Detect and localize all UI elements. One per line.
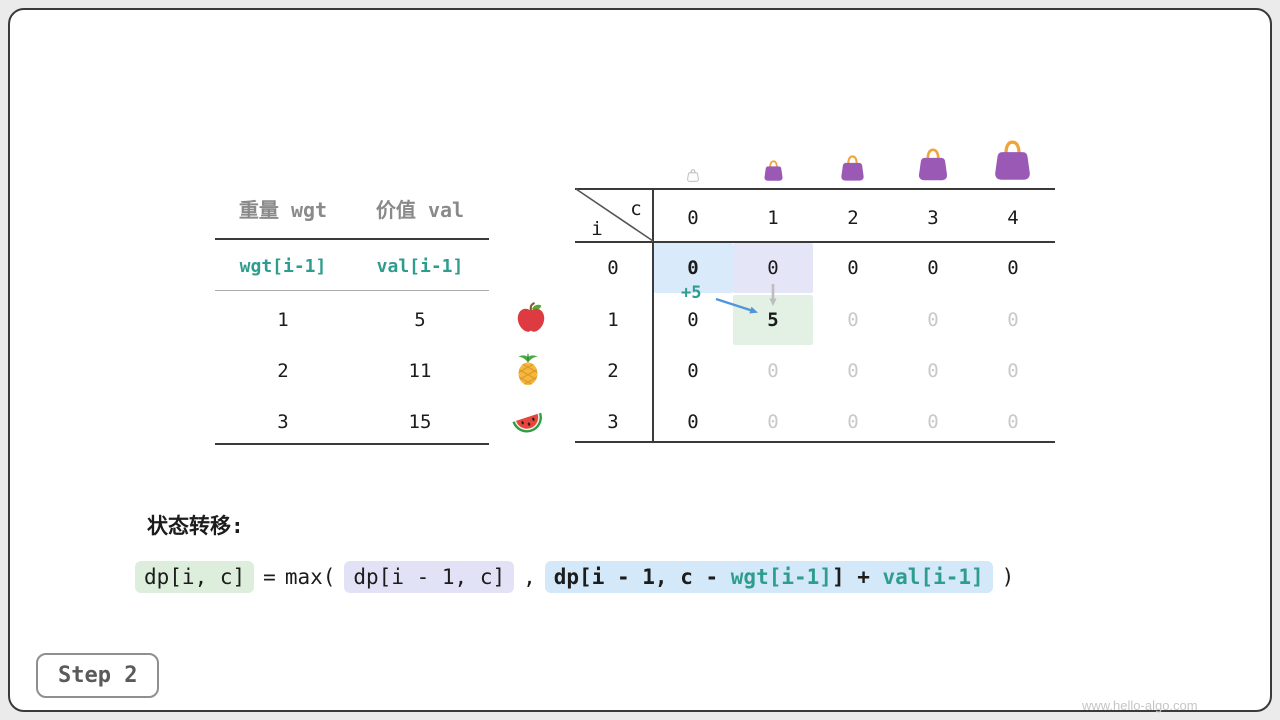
dp-row-header-0: 0 (607, 257, 619, 279)
transition-formula: dp[i, c] = max( dp[i - 1, c] , dp[i - 1,… (135, 561, 1014, 593)
transfer-value-label: +5 (681, 283, 702, 303)
weights-formula-wgt: wgt[i-1] (239, 256, 327, 277)
dp-cell-0-0: 0 (687, 257, 699, 279)
dp-cell-highlight-source-blue (654, 243, 733, 293)
dp-cell-3-2: 0 (847, 411, 859, 433)
formula-option2-val: val[i-1] (882, 565, 984, 589)
formula-option2-prefix: dp[i - 1, c - (553, 565, 731, 589)
formula-option1-box: dp[i - 1, c] (344, 561, 515, 593)
weights-row-1-wgt: 2 (277, 360, 289, 382)
bag-xlarge-icon (995, 140, 1030, 180)
dp-cell-2-4: 0 (1007, 360, 1019, 382)
dp-cell-2-2: 0 (847, 360, 859, 382)
pineapple-icon (518, 352, 538, 386)
bag-small-icon (764, 160, 783, 181)
dp-row-header-2: 2 (607, 360, 619, 382)
dp-table-top-rule (575, 188, 1055, 190)
dp-cell-3-3: 0 (927, 411, 939, 433)
formula-option2-wgt: wgt[i-1] (730, 565, 832, 589)
dp-table-header-rule (575, 241, 1055, 243)
dp-cell-0-2: 0 (847, 257, 859, 279)
weights-table-header-rule (215, 238, 489, 240)
weights-row-1-val: 11 (408, 360, 432, 382)
copy-down-arrow-icon (769, 284, 777, 306)
apple-icon (517, 302, 545, 332)
formula-max-open: max( (284, 565, 336, 589)
dp-col-header-2: 2 (847, 207, 859, 229)
dp-cell-1-0: 0 (687, 309, 699, 331)
dp-cell-1-1: 5 (767, 309, 779, 331)
figure-card (8, 8, 1272, 712)
bag-empty-icon (687, 169, 699, 182)
dp-cell-2-1: 0 (767, 360, 779, 382)
weights-row-0-val: 5 (414, 309, 426, 331)
bag-medium-icon (841, 155, 864, 181)
dp-cell-1-2: 0 (847, 309, 859, 331)
weights-row-2-wgt: 3 (277, 411, 289, 433)
dp-cell-2-0: 0 (687, 360, 699, 382)
watermark: www.hello-algo.com (1082, 698, 1198, 713)
watermelon-icon (512, 412, 542, 433)
dp-cell-2-3: 0 (927, 360, 939, 382)
dp-corner-col-label: c (630, 198, 642, 220)
bag-large-icon (918, 148, 948, 181)
step-badge: Step 2 (36, 653, 160, 698)
dp-corner-row-label: i (591, 218, 603, 240)
weights-table-col1-header: 重量 wgt (238, 198, 328, 222)
dp-cell-0-3: 0 (927, 257, 939, 279)
transfer-arrow-icon (715, 297, 758, 314)
weights-row-0-wgt: 1 (277, 309, 289, 331)
weights-table-bottom-rule (215, 443, 489, 445)
formula-option2-box: dp[i - 1, c - wgt[i-1]] + val[i-1] (544, 561, 993, 593)
dp-table-bottom-rule (575, 441, 1055, 443)
weights-row-2-val: 15 (408, 411, 432, 433)
dp-cell-1-4: 0 (1007, 309, 1019, 331)
dp-row-header-3: 3 (607, 411, 619, 433)
weights-table-mid-rule (215, 290, 489, 291)
dp-table-vertical-rule (652, 188, 654, 443)
dp-row-header-1: 1 (607, 309, 619, 331)
dp-table-overlay (575, 188, 777, 314)
transition-section-label: 状态转移: (147, 514, 244, 538)
dp-col-header-1: 1 (767, 207, 779, 229)
corner-diagonal-line (575, 188, 654, 242)
formula-close: ) (1001, 565, 1015, 589)
dp-col-header-4: 4 (1007, 207, 1019, 229)
dp-cell-0-1: 0 (767, 257, 779, 279)
formula-comma: , (523, 565, 536, 589)
dp-cell-3-0: 0 (687, 411, 699, 433)
formula-equals: = (263, 565, 276, 589)
weights-table-col2-header: 价值 val (375, 198, 465, 222)
dp-cell-3-1: 0 (767, 411, 779, 433)
dp-col-header-3: 3 (927, 207, 939, 229)
dp-cell-3-4: 0 (1007, 411, 1019, 433)
formula-lhs-box: dp[i, c] (135, 561, 255, 593)
formula-option2-mid: ] + (831, 565, 883, 589)
dp-cell-0-4: 0 (1007, 257, 1019, 279)
dp-cell-1-3: 0 (927, 309, 939, 331)
dp-col-header-0: 0 (687, 207, 699, 229)
weights-formula-val: val[i-1] (376, 256, 464, 277)
